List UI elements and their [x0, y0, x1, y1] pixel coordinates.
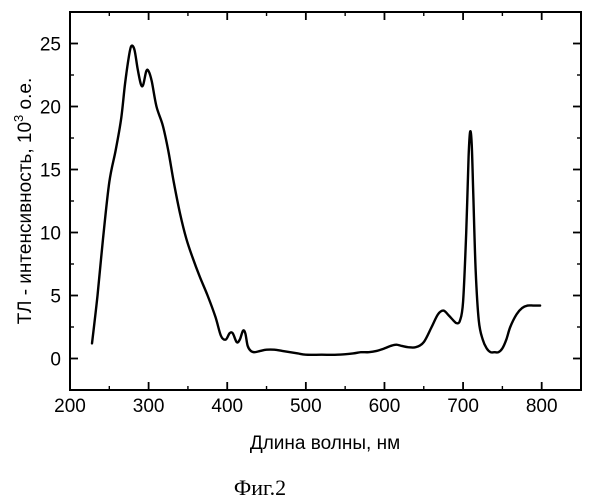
x-tick-label: 800	[526, 396, 558, 417]
x-tick-label: 700	[447, 396, 479, 417]
y-tick-label: 25	[40, 35, 61, 56]
y-tick-label: 10	[40, 224, 61, 245]
y-tick-label: 0	[50, 350, 61, 371]
series-line	[92, 46, 540, 355]
x-tick-label: 400	[211, 396, 243, 417]
y-tick-labels: 0 5 10 15 20 25	[40, 35, 61, 371]
figure-caption: Фиг.2	[234, 475, 286, 500]
y-tick-label: 20	[40, 98, 61, 119]
y-axis-title: ТЛ - интенсивность, 103 о.е.	[11, 78, 36, 324]
x-tick-label: 500	[290, 396, 322, 417]
x-tick-label: 200	[54, 396, 86, 417]
x-axis-title: Длина волны, нм	[250, 433, 400, 454]
x-tick-labels: 200 300 400 500 600 700 800	[54, 396, 557, 417]
y-tick-label: 15	[40, 161, 61, 182]
y-tick-label: 5	[50, 287, 61, 308]
x-tick-label: 300	[133, 396, 165, 417]
x-tick-label: 600	[369, 396, 401, 417]
